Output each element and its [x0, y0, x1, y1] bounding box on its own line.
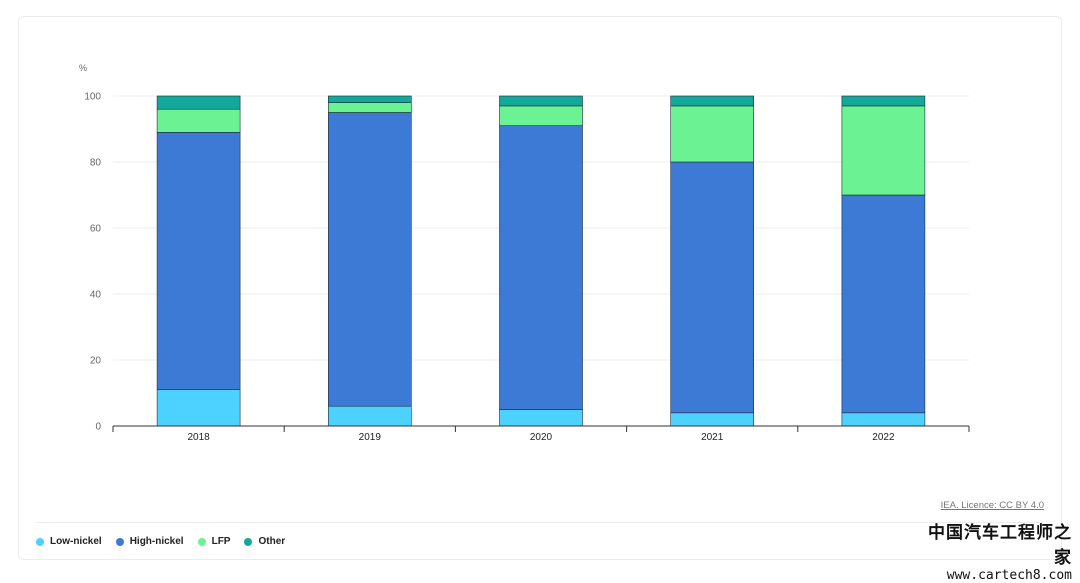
bar-high-nickel-2020[interactable] — [499, 125, 583, 410]
bar-low-nickel-2020[interactable] — [499, 409, 583, 427]
source-link[interactable]: IEA. Licence: CC BY 4.0 — [940, 500, 1044, 511]
legend-swatch-icon — [115, 537, 124, 546]
bar-lfp-2019[interactable] — [327, 102, 412, 113]
x-tick-label: 2018 — [187, 432, 210, 443]
y-tick-label: 0 — [95, 422, 101, 433]
x-tick-label: 2020 — [530, 432, 553, 443]
bar-other-2021[interactable] — [670, 95, 755, 107]
bar-lfp-2018[interactable] — [156, 108, 241, 133]
y-tick-label: 60 — [90, 224, 102, 235]
bar-other-2018[interactable] — [156, 95, 241, 110]
bar-low-nickel-2021[interactable] — [670, 412, 755, 427]
bar-other-2022[interactable] — [841, 95, 926, 107]
bar-lfp-2022[interactable] — [841, 105, 926, 196]
legend-label: Other — [258, 536, 286, 547]
legend-label: High-nickel — [129, 536, 184, 547]
legend-item-low-nickel[interactable]: Low-nickel — [36, 536, 102, 547]
watermark-url: www.cartech8.com — [946, 568, 1072, 583]
watermark: 中国汽车工程师之家 www.cartech8.com — [922, 518, 1072, 583]
bar-other-2020[interactable] — [499, 95, 583, 107]
legend: Low-nickel High-nickel LFP Other — [36, 536, 285, 547]
legend-swatch-icon — [244, 537, 253, 546]
bars — [156, 95, 926, 427]
bar-lfp-2020[interactable] — [499, 105, 583, 127]
watermark-text: 中国汽车工程师之家 — [928, 523, 1072, 568]
legend-item-high-nickel[interactable]: High-nickel — [115, 536, 184, 547]
legend-swatch-icon — [197, 537, 206, 546]
y-axis-unit: % — [79, 63, 87, 73]
bar-lfp-2021[interactable] — [670, 105, 755, 163]
bar-high-nickel-2022[interactable] — [841, 194, 926, 414]
x-tick-label: 2022 — [872, 432, 895, 443]
bar-high-nickel-2019[interactable] — [327, 112, 412, 407]
bar-low-nickel-2022[interactable] — [841, 412, 926, 427]
legend-divider — [36, 522, 1044, 523]
x-tick-label: 2019 — [359, 432, 382, 443]
x-tick-label: 2021 — [701, 432, 724, 443]
legend-item-other[interactable]: Other — [244, 536, 285, 547]
axes: 0 20 40 60 80 100 2018 2019 2020 2021 2022 — [84, 92, 970, 443]
y-tick-label: 40 — [90, 290, 102, 301]
stacked-bar-chart: 0 20 40 60 80 100 2018 2019 2020 2021 2022 % — [79, 63, 970, 443]
y-tick-label: 20 — [90, 356, 102, 367]
y-tick-label: 80 — [90, 158, 102, 169]
legend-label: LFP — [211, 536, 231, 547]
legend-swatch-icon — [36, 537, 44, 546]
legend-item-lfp[interactable]: LFP — [197, 536, 231, 547]
bar-other-2019[interactable] — [327, 95, 412, 103]
y-tick-label: 100 — [84, 92, 101, 103]
bar-high-nickel-2021[interactable] — [670, 161, 755, 414]
legend-label: Low-nickel — [50, 536, 102, 547]
bar-low-nickel-2019[interactable] — [327, 405, 412, 427]
bar-low-nickel-2018[interactable] — [156, 389, 241, 427]
bar-high-nickel-2018[interactable] — [156, 132, 241, 390]
